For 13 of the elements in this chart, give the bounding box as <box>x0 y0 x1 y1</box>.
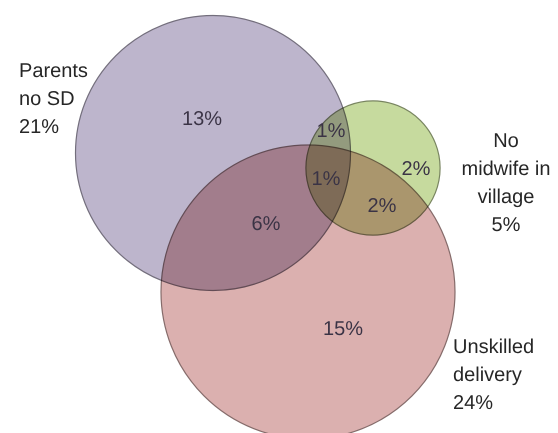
text: 15% <box>322 318 364 340</box>
text: 2% <box>402 158 431 180</box>
data-label: 21% <box>19 116 60 138</box>
text: 6% <box>252 213 281 235</box>
category-label: Parents no SD <box>19 60 88 110</box>
category-label: No midwife in village <box>462 130 550 208</box>
text: 13% <box>182 108 222 130</box>
data-label: 5% <box>492 214 521 236</box>
category-label: Unskilled delivery <box>453 336 534 386</box>
text: 1% <box>312 168 341 190</box>
text: 2% <box>368 195 397 217</box>
data-label: 24% <box>453 392 494 414</box>
text: 1% <box>316 120 346 142</box>
